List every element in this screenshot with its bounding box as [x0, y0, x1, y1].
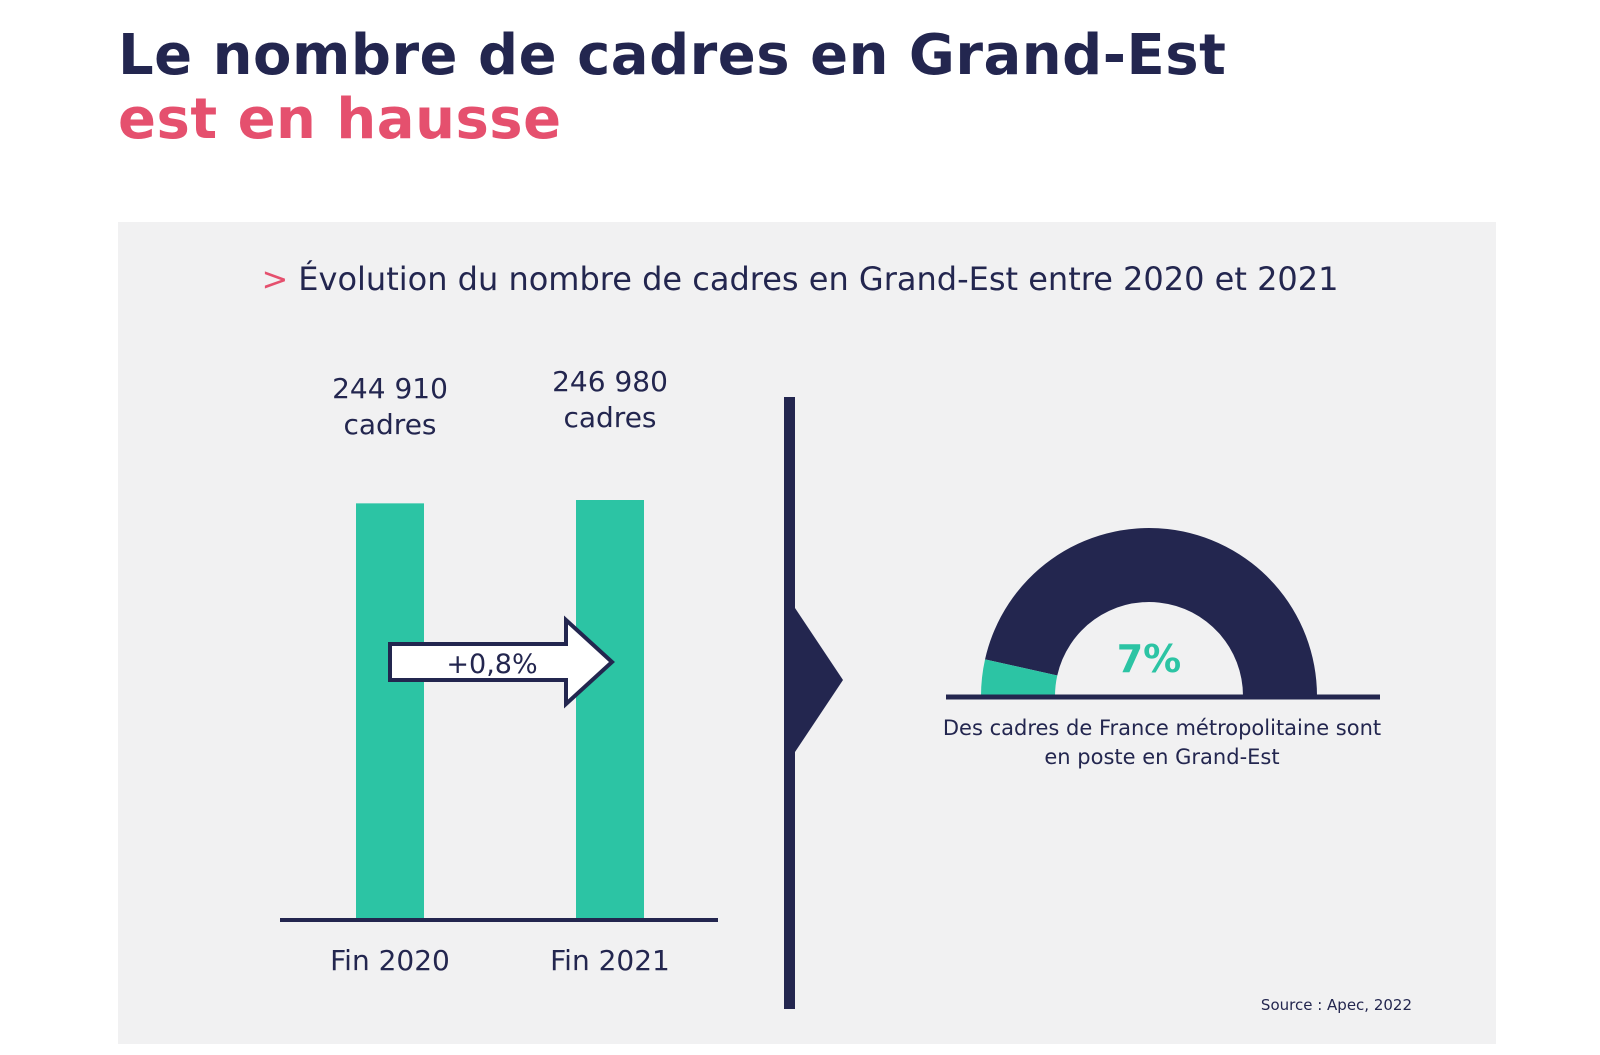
x-tick-label: Fin 2021 [550, 944, 670, 977]
chart-subtitle: > Évolution du nombre de cadres en Grand-… [0, 260, 1600, 298]
growth-arrow [388, 615, 615, 709]
donut-caption: en poste en Grand-Est [1044, 745, 1279, 769]
divider-pointer [795, 608, 843, 752]
donut-caption: Des cadres de France métropolitaine sont [943, 716, 1381, 740]
page-title-highlight: est en hausse [118, 87, 562, 152]
growth-annotation: +0,8% [446, 649, 537, 680]
page-title: Le nombre de cadres en Grand-Est [118, 23, 1227, 88]
data-label: 246 980 [552, 365, 668, 398]
data-label: 244 910 [332, 372, 448, 405]
divider-line [784, 397, 795, 1009]
data-label: cadres [563, 401, 656, 434]
chart-subtitle-text: Évolution du nombre de cadres en Grand-E… [298, 260, 1339, 298]
donut-slice-rest [985, 527, 1317, 696]
bar-1 [356, 503, 424, 920]
bar-2 [576, 500, 644, 920]
chevron-icon: > [261, 260, 289, 298]
donut-slice-grand-est [981, 659, 1058, 696]
donut-value-label: 7% [1117, 637, 1182, 681]
source-note: Source : Apec, 2022 [1260, 996, 1412, 1014]
data-label: cadres [343, 408, 436, 441]
x-tick-label: Fin 2020 [330, 944, 450, 977]
